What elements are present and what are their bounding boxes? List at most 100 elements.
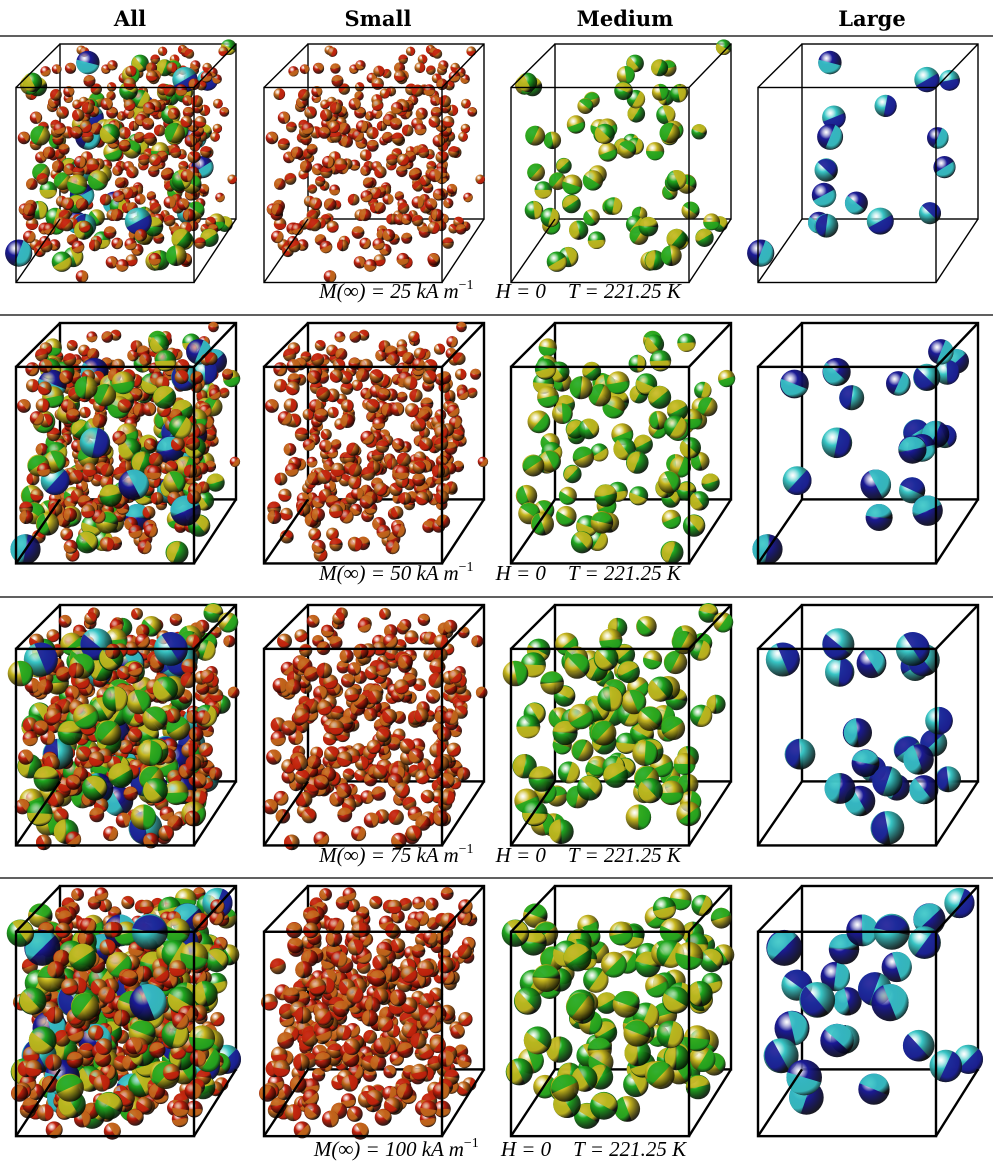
cube-edge (688, 43, 732, 88)
sphere-half (282, 247, 293, 257)
sphere-half (26, 231, 36, 244)
sphere-half (67, 181, 87, 195)
sphere-half (401, 216, 412, 225)
sphere-half (376, 228, 384, 240)
sphere-half (461, 126, 471, 134)
sphere-half (397, 202, 409, 212)
sphere-half (677, 342, 696, 352)
sphere-half (296, 97, 306, 109)
sphere-half (365, 111, 372, 121)
cube-edge (15, 43, 61, 88)
sphere-half (183, 107, 194, 114)
sphere-half (126, 202, 136, 213)
sphere-half (143, 132, 156, 140)
sphere-half (278, 88, 286, 100)
sphere-half (228, 175, 238, 185)
sphere-half (376, 120, 382, 132)
sphere-half (53, 256, 72, 272)
temperature: T = 221.25 K (568, 561, 682, 585)
sphere-half (64, 198, 74, 210)
sphere-half (330, 63, 341, 70)
column-header: Large (838, 6, 905, 31)
sphere-half (288, 69, 299, 77)
sphere-half (104, 148, 123, 161)
sphere-half (20, 131, 30, 143)
sphere-half (76, 198, 86, 210)
sphere-half (125, 259, 138, 267)
sphere-half (114, 238, 123, 249)
sphere-half (87, 174, 107, 191)
sphere-half (431, 107, 442, 114)
sphere-half (142, 117, 155, 127)
sphere-half (64, 95, 74, 103)
sphere-half (128, 120, 134, 132)
sphere-half (43, 146, 51, 159)
temperature: T = 221.25 K (568, 279, 682, 303)
sphere-half (361, 193, 373, 203)
cube-edge (757, 322, 803, 368)
exponent: −1 (459, 278, 474, 293)
sphere-half (82, 102, 89, 115)
sphere-half (40, 69, 51, 77)
sphere-half (48, 97, 58, 109)
sphere-half (59, 106, 69, 118)
sphere-half (115, 264, 129, 272)
sphere-half (154, 124, 161, 137)
sphere-half (286, 122, 297, 128)
sphere-half (175, 90, 188, 97)
sphere-half (114, 177, 125, 186)
sphere-half (146, 191, 156, 198)
sphere-half (442, 237, 454, 244)
sphere-half (412, 181, 422, 190)
sphere-half (314, 234, 326, 244)
sphere-half (142, 106, 155, 115)
sphere-half (412, 215, 424, 223)
sphere-half (415, 109, 426, 120)
sphere-half (90, 83, 101, 94)
sphere-half (206, 216, 216, 226)
sphere-half (306, 143, 318, 150)
sphere-half (216, 194, 225, 203)
sphere-half (126, 214, 152, 235)
sphere-half (180, 118, 192, 128)
sphere-half (303, 64, 310, 74)
cube-edge (15, 218, 61, 283)
sphere-half (421, 54, 428, 64)
sphere-half (311, 165, 323, 176)
sphere-half (438, 95, 448, 107)
sphere-half (398, 54, 408, 60)
sphere-half (307, 184, 317, 191)
sphere-half (50, 89, 60, 100)
sphere-half (190, 62, 200, 71)
sphere-half (150, 54, 160, 60)
sphere-half (360, 120, 368, 133)
sphere-half (118, 140, 131, 147)
sphere-half (449, 183, 458, 194)
sphere-half (362, 177, 373, 186)
sphere-half (329, 189, 341, 196)
sphere-half (377, 65, 385, 77)
render-panel (509, 321, 736, 565)
sphere-half (54, 172, 69, 188)
sphere-half (330, 102, 337, 115)
sphere-half (360, 166, 369, 176)
sphere-half (327, 224, 339, 233)
sphere-half (461, 132, 468, 142)
sphere-half (426, 65, 436, 73)
sphere-half (80, 123, 92, 134)
render-panel (502, 603, 734, 847)
sphere-half (99, 193, 107, 206)
sphere-half (81, 270, 88, 283)
sphere-half (200, 75, 213, 82)
sphere-half (101, 67, 111, 74)
sphere-half (148, 165, 160, 172)
sphere-half (88, 239, 95, 252)
sphere-half (451, 104, 459, 116)
sphere-half (372, 102, 384, 111)
sphere-half (127, 108, 135, 119)
sphere-half (203, 104, 211, 116)
sphere-half (460, 77, 470, 84)
sphere-half (194, 120, 207, 128)
sphere-half (108, 82, 117, 91)
